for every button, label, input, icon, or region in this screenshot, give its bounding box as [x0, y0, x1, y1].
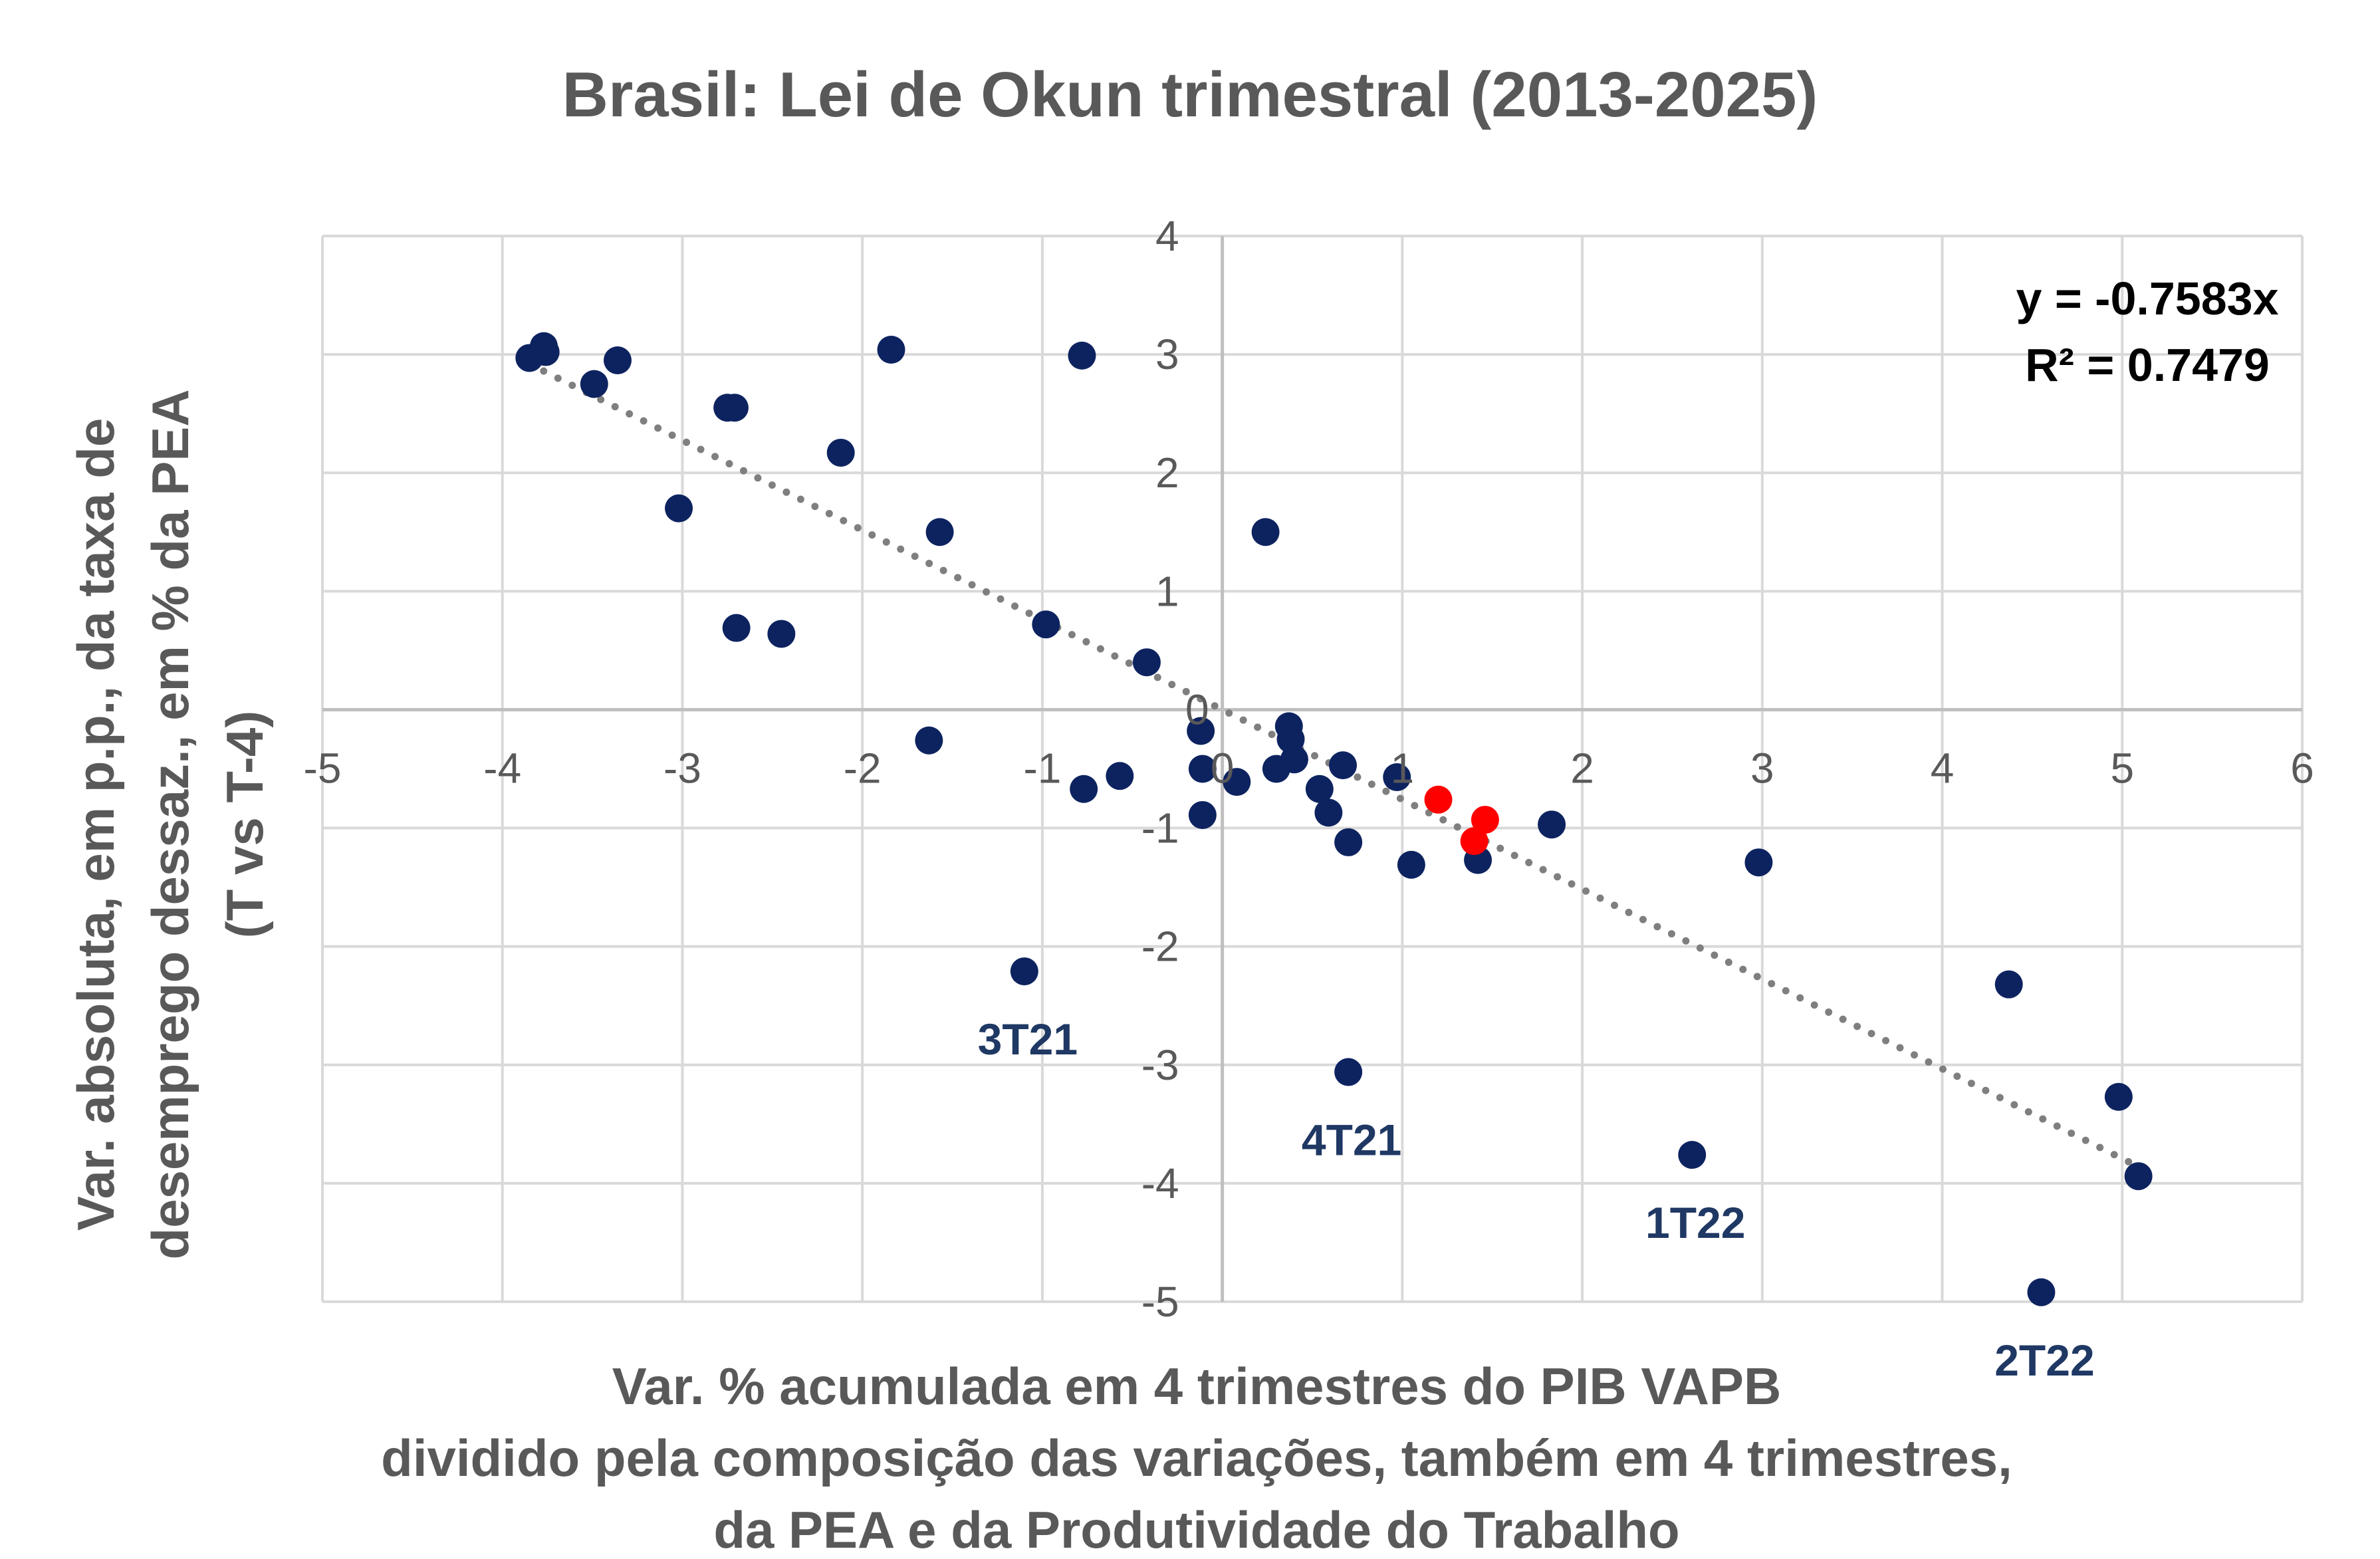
y-tick-labels: -5 -4 -3 -2 -1 1 2 3 4 0	[1141, 212, 1209, 1326]
data-point	[722, 614, 751, 642]
x-axis-title-line-2: dividido pela composição das variações, …	[381, 1429, 2012, 1487]
trend-equation-line-1: y = -0.7583x	[2016, 273, 2278, 324]
data-point	[1106, 762, 1134, 790]
x-tick-label: -5	[304, 744, 342, 792]
x-tick-label: -4	[483, 744, 521, 792]
y-tick-label: 3	[1155, 330, 1179, 378]
data-point	[1070, 775, 1098, 803]
y-axis-title-line-3: (T vs T-4)	[215, 711, 274, 938]
y-tick-label: -5	[1141, 1278, 1179, 1326]
trend-equation: y = -0.7583x R² = 0.7479	[2016, 273, 2278, 391]
x-tick-label: -2	[844, 744, 882, 792]
x-tick-label: 4	[1931, 744, 1955, 792]
data-point	[1383, 763, 1411, 791]
y-tick-label: 0	[1185, 685, 1209, 733]
data-point	[1397, 850, 1425, 879]
x-axis-title-line-3: da PEA e da Produtividade do Trabalho	[713, 1500, 1679, 1559]
axes	[322, 236, 2302, 1302]
x-tick-label: 6	[2290, 744, 2314, 792]
y-axis-title-line-1: Var. absoluta, em p.p., da taxa de	[66, 418, 125, 1231]
data-points	[515, 332, 2153, 1306]
x-tick-label: 0	[1211, 744, 1235, 792]
y-tick-label: 4	[1155, 212, 1179, 260]
data-point	[2027, 1278, 2056, 1306]
highlight-point	[1471, 806, 1499, 834]
y-axis-title-line-2: desemprego dessaz., em % da PEA	[141, 389, 199, 1259]
point-annotation: 2T22	[1994, 1336, 2094, 1385]
data-point	[1329, 751, 1358, 780]
x-tick-labels: -5 -4 -3 -2 -1 0 1 2 3 4 5 6	[304, 744, 2314, 792]
data-point	[1744, 848, 1773, 877]
x-axis-title-line-1: Var. % acumulada em 4 trimestres do PIB …	[612, 1357, 1782, 1415]
data-point	[1314, 798, 1343, 827]
data-point	[1223, 768, 1251, 796]
trendline	[525, 360, 2143, 1171]
data-point	[1068, 341, 1096, 370]
data-point	[1187, 717, 1215, 745]
data-point	[531, 338, 560, 366]
data-point	[915, 726, 943, 755]
data-point	[1251, 518, 1280, 546]
x-tick-label: 3	[1750, 744, 1774, 792]
x-axis-title: Var. % acumulada em 4 trimestres do PIB …	[381, 1357, 2012, 1559]
x-tick-label: -1	[1023, 744, 1061, 792]
y-axis-title: Var. absoluta, em p.p., da taxa de desem…	[66, 389, 274, 1259]
y-tick-label: 1	[1155, 567, 1179, 615]
chart-title: Brasil: Lei de Okun trimestral (2013-202…	[562, 59, 1818, 130]
x-tick-label: 1	[1391, 744, 1415, 792]
data-point	[1994, 970, 2023, 999]
trend-equation-line-2: R² = 0.7479	[2025, 339, 2270, 391]
data-point	[767, 620, 796, 648]
data-point	[2124, 1162, 2153, 1191]
x-tick-label: 5	[2110, 744, 2134, 792]
data-point	[1538, 810, 1566, 839]
y-tick-label: -3	[1141, 1041, 1179, 1089]
data-point	[1305, 775, 1334, 803]
data-point	[665, 494, 693, 523]
point-annotation: 1T22	[1645, 1198, 1745, 1247]
data-point	[1188, 755, 1217, 783]
data-point	[1334, 828, 1363, 856]
x-tick-label: 2	[1570, 744, 1594, 792]
data-point	[603, 346, 632, 375]
y-tick-label: -1	[1141, 804, 1179, 852]
data-point	[720, 394, 749, 422]
data-point	[580, 370, 608, 398]
data-point	[1678, 1141, 1707, 1169]
data-point	[826, 438, 855, 467]
data-point	[1280, 745, 1308, 774]
y-tick-label: -2	[1141, 923, 1179, 971]
x-tick-label: -3	[663, 744, 701, 792]
data-point	[877, 335, 905, 364]
trendline-path	[525, 360, 2143, 1171]
point-annotation: 4T21	[1302, 1115, 1401, 1164]
data-point	[1032, 610, 1060, 639]
data-point	[1010, 957, 1038, 986]
point-annotations: 3T21 4T21 1T22 2T22	[978, 1015, 2095, 1385]
data-point	[1188, 800, 1217, 829]
y-tick-label: -4	[1141, 1159, 1179, 1207]
y-tick-label: 2	[1155, 449, 1179, 497]
highlight-point	[1460, 827, 1488, 856]
data-point	[2104, 1082, 2133, 1111]
data-point	[1334, 1058, 1363, 1086]
data-point	[925, 518, 954, 546]
highlight-point	[1424, 785, 1453, 814]
data-point	[1132, 648, 1161, 677]
point-annotation: 3T21	[978, 1015, 1078, 1064]
